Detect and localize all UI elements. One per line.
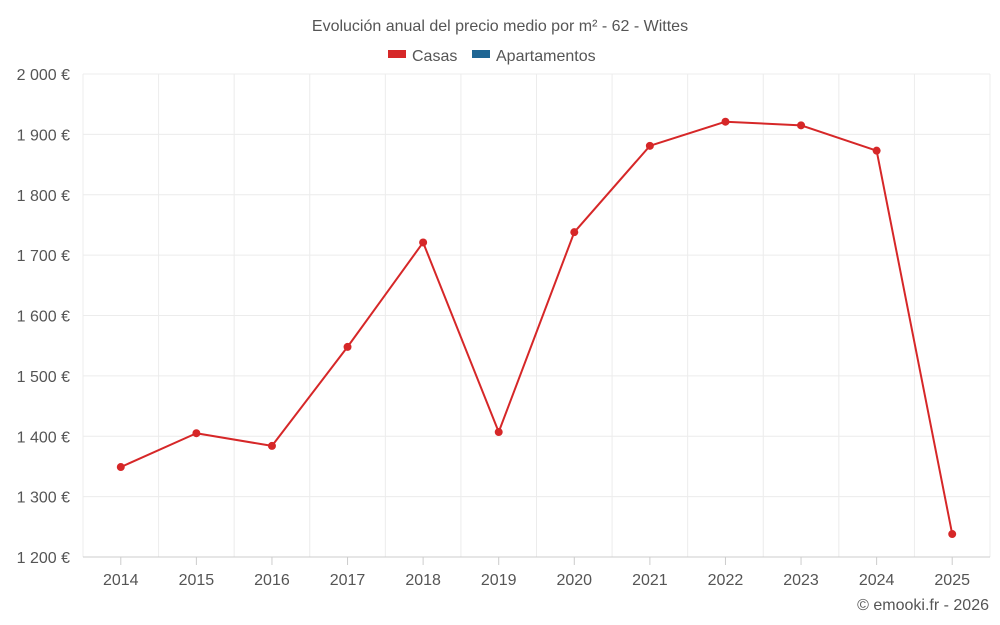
x-tick-label: 2018 <box>405 572 441 589</box>
y-tick-label: 1 300 € <box>17 490 70 507</box>
legend-swatch-apartamentos <box>472 50 490 58</box>
y-tick-label: 1 200 € <box>17 550 70 567</box>
series-layer <box>116 117 957 539</box>
data-point[interactable] <box>872 146 881 155</box>
x-tick-label: 2014 <box>103 572 139 589</box>
y-tick-label: 1 400 € <box>17 429 70 446</box>
legend-item-apartamentos[interactable]: Apartamentos <box>472 48 596 65</box>
chart-title: Evolución anual del precio medio por m² … <box>312 18 688 35</box>
data-point[interactable] <box>721 117 730 126</box>
credit-text: © emooki.fr - 2026 <box>857 597 989 614</box>
data-point[interactable] <box>797 121 806 130</box>
data-point[interactable] <box>494 428 503 437</box>
data-point[interactable] <box>570 228 579 237</box>
x-tick-label: 2016 <box>254 572 290 589</box>
y-tick-label: 1 500 € <box>17 369 70 386</box>
y-axis-ticks: 1 200 € 1 300 € 1 400 € 1 500 € 1 600 € 1 700… <box>17 67 70 567</box>
y-tick-label: 1 900 € <box>17 127 70 144</box>
x-tick-label: 2022 <box>708 572 744 589</box>
y-tick-label: 1 600 € <box>17 309 70 326</box>
legend-item-casas[interactable]: Casas <box>388 48 457 65</box>
x-tick-label: 2023 <box>783 572 819 589</box>
y-tick-label: 1 800 € <box>17 188 70 205</box>
data-point[interactable] <box>419 238 428 247</box>
y-tick-label: 2 000 € <box>17 67 70 84</box>
x-tick-label: 2017 <box>330 572 366 589</box>
data-point[interactable] <box>343 342 352 351</box>
x-tick-label: 2015 <box>179 572 215 589</box>
x-tick-label: 2024 <box>859 572 895 589</box>
y-tick-label: 1 700 € <box>17 248 70 265</box>
data-point[interactable] <box>116 463 125 472</box>
x-tick-label: 2020 <box>556 572 592 589</box>
x-tick-label: 2019 <box>481 572 517 589</box>
data-point[interactable] <box>267 441 276 450</box>
data-point[interactable] <box>948 530 957 539</box>
x-tick-label: 2025 <box>934 572 970 589</box>
horizontal-gridlines <box>83 73 990 558</box>
data-point[interactable] <box>645 141 654 150</box>
x-tick-label: 2021 <box>632 572 668 589</box>
legend-label-apartamentos: Apartamentos <box>496 48 596 65</box>
series-line-casas <box>120 120 954 535</box>
legend-swatch-casas <box>388 50 406 58</box>
legend-label-casas: Casas <box>412 48 457 65</box>
x-axis-ticks: 2014 2015 2016 2017 2018 2019 2020 2021 2022 2023… <box>103 557 970 589</box>
legend: Casas Apartamentos <box>388 48 596 65</box>
data-point[interactable] <box>192 429 201 438</box>
